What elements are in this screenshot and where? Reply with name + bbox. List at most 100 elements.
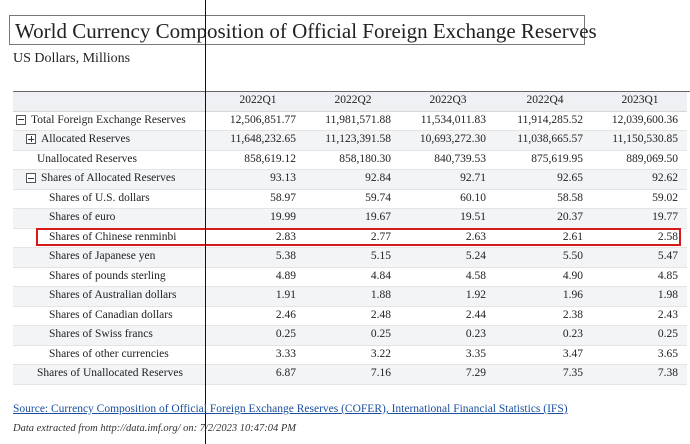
row-label: Allocated Reserves (26, 133, 130, 145)
table-cell: 59.74 (365, 191, 391, 204)
collapse-toggle-icon[interactable] (16, 114, 26, 125)
table-cell: 7.38 (657, 367, 678, 379)
table-cell: 2.63 (465, 230, 486, 243)
table-cell: 0.25 (657, 328, 678, 340)
table-cell: 19.67 (365, 211, 391, 223)
table-cell: 93.13 (270, 172, 296, 184)
table-cell: 2.83 (275, 230, 296, 243)
table-cell: 6.87 (275, 367, 296, 379)
table-cell: 58.97 (270, 191, 296, 204)
row-label: Shares of euro (49, 211, 116, 223)
table-cell: 11,123,391.58 (325, 133, 391, 145)
table-row: Shares of euro 19.99 19.67 19.51 20.37 1… (13, 209, 687, 229)
source-link[interactable]: Source: Currency Composition of Official… (13, 403, 568, 415)
title-box: World Currency Composition of Official F… (9, 15, 597, 45)
table-cell: 3.35 (465, 347, 486, 360)
table-cell: 19.77 (652, 211, 678, 223)
row-label: Shares of other currencies (49, 347, 169, 360)
table-cell: 5.50 (562, 250, 583, 262)
table-row: Shares of U.S. dollars 58.97 59.74 60.10… (13, 190, 687, 209)
expand-toggle-icon[interactable] (26, 134, 36, 144)
table-cell: 0.23 (562, 328, 583, 340)
table-cell: 5.24 (465, 250, 486, 262)
column-header[interactable]: 2022Q1 (239, 94, 277, 106)
table-cell: 3.33 (275, 347, 296, 360)
extraction-note: Data extracted from http://data.imf.org/… (13, 423, 296, 434)
table-cell: 92.84 (365, 172, 391, 184)
row-label: Total Foreign Exchange Reserves (16, 114, 186, 126)
table-cell: 2.77 (370, 230, 391, 243)
table-cell: 11,648,232.65 (230, 133, 296, 145)
table-cell: 4.58 (465, 269, 486, 282)
table-cell: 19.99 (270, 211, 296, 223)
table-cell: 11,914,285.52 (517, 113, 583, 126)
table-row: Unallocated Reserves 858,619.12 858,180.… (13, 151, 687, 170)
table-header-row: 2022Q1 2022Q2 2022Q3 2022Q4 2023Q1 (13, 92, 687, 112)
table-cell: 858,619.12 (244, 152, 296, 165)
page-subtitle: US Dollars, Millions (13, 51, 131, 66)
table-cell: 1.92 (465, 289, 486, 301)
row-label: Shares of Swiss francs (49, 328, 153, 340)
row-label: Shares of Chinese renminbi (49, 230, 177, 243)
table-cell: 4.89 (275, 269, 296, 282)
table-cell: 4.85 (657, 269, 678, 282)
table-cell: 2.38 (562, 308, 583, 321)
table-cell: 2.43 (657, 308, 678, 321)
table-cell: 1.88 (370, 289, 391, 301)
table-row: Shares of Allocated Reserves 93.13 92.84… (13, 170, 687, 190)
table-cell: 1.96 (562, 289, 583, 301)
row-label: Shares of pounds sterling (49, 269, 166, 282)
table-cell: 875,619.95 (531, 152, 583, 165)
table-cell: 58.58 (557, 191, 583, 204)
table-cell: 11,150,530.85 (612, 133, 678, 145)
table-row: Shares of Swiss francs 0.25 0.25 0.23 0.… (13, 326, 687, 346)
table-cell: 59.02 (652, 191, 678, 204)
table-cell: 92.62 (652, 172, 678, 184)
table-cell: 889,069.50 (626, 152, 678, 165)
table-cell: 10,693,272.30 (419, 133, 486, 145)
table-cell: 92.71 (460, 172, 486, 184)
collapse-toggle-icon[interactable] (26, 173, 36, 183)
table-cell: 11,981,571.88 (325, 113, 391, 126)
table-cell: 2.61 (562, 230, 583, 243)
column-header[interactable]: 2022Q4 (526, 94, 564, 106)
table-row: Shares of Japanese yen 5.38 5.15 5.24 5.… (13, 248, 687, 268)
table-cell: 4.84 (370, 269, 391, 282)
table-cell: 0.25 (275, 328, 296, 340)
table-cell: 0.25 (370, 328, 391, 340)
table-row: Allocated Reserves 11,648,232.65 11,123,… (13, 131, 687, 151)
table-row: Shares of other currencies 3.33 3.22 3.3… (13, 346, 687, 365)
table-row: Total Foreign Exchange Reserves 12,506,8… (13, 112, 687, 131)
table-cell: 3.47 (562, 347, 583, 360)
column-header[interactable]: 2023Q1 (621, 94, 659, 106)
reserves-table: 2022Q1 2022Q2 2022Q3 2022Q4 2023Q1 Total… (13, 92, 687, 385)
table-cell: 12,039,600.36 (611, 113, 678, 126)
table-cell: 5.38 (275, 250, 296, 262)
table-cell: 5.47 (657, 250, 678, 262)
table-row: Shares of Canadian dollars 2.46 2.48 2.4… (13, 307, 687, 326)
row-label: Shares of Japanese yen (49, 250, 156, 262)
table-cell: 0.23 (465, 328, 486, 340)
table-cell: 11,534,011.83 (420, 113, 486, 126)
table-cell: 2.58 (657, 230, 678, 243)
table-row-highlighted: Shares of Chinese renminbi 2.83 2.77 2.6… (13, 229, 687, 248)
table-cell: 1.91 (275, 289, 296, 301)
row-label: Shares of U.S. dollars (49, 191, 150, 204)
row-label: Shares of Allocated Reserves (26, 172, 175, 184)
table-cell: 4.90 (562, 269, 583, 282)
header-divider (13, 91, 690, 92)
table-cell: 2.48 (370, 308, 391, 321)
column-header[interactable]: 2022Q2 (334, 94, 372, 106)
table-cell: 60.10 (460, 191, 486, 204)
table-cell: 7.16 (370, 367, 391, 379)
row-label: Shares of Canadian dollars (49, 308, 173, 321)
page-title: World Currency Composition of Official F… (15, 19, 597, 43)
table-cell: 19.51 (460, 211, 486, 223)
table-cell: 2.44 (465, 308, 486, 321)
table-cell: 7.35 (562, 367, 583, 379)
column-header[interactable]: 2022Q3 (429, 94, 467, 106)
row-label-text: Allocated Reserves (41, 133, 131, 145)
row-label: Unallocated Reserves (37, 152, 137, 165)
table-cell: 11,038,665.57 (517, 133, 583, 145)
vertical-cursor-line (205, 0, 206, 444)
